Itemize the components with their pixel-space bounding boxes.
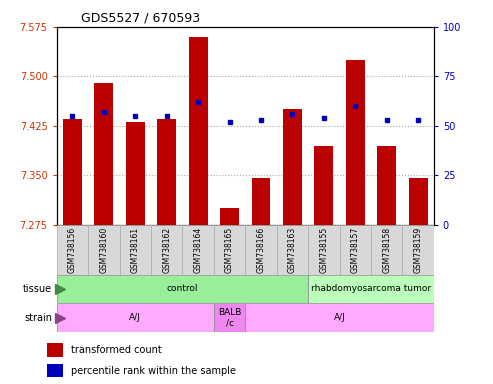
Bar bbox=[214, 225, 246, 275]
Text: strain: strain bbox=[24, 313, 52, 323]
Bar bbox=[157, 119, 176, 225]
Text: GSM738158: GSM738158 bbox=[382, 227, 391, 273]
Bar bbox=[119, 225, 151, 275]
Text: GSM738159: GSM738159 bbox=[414, 227, 423, 273]
Text: transformed count: transformed count bbox=[70, 345, 161, 355]
Bar bbox=[346, 60, 365, 225]
Text: GSM738157: GSM738157 bbox=[351, 227, 360, 273]
Text: GSM738160: GSM738160 bbox=[99, 227, 108, 273]
Text: GSM738161: GSM738161 bbox=[131, 227, 140, 273]
Bar bbox=[126, 122, 145, 225]
Text: GSM738166: GSM738166 bbox=[256, 227, 266, 273]
Text: GDS5527 / 670593: GDS5527 / 670593 bbox=[81, 12, 201, 25]
Text: rhabdomyosarcoma tumor: rhabdomyosarcoma tumor bbox=[311, 285, 431, 293]
Bar bbox=[182, 225, 214, 275]
Bar bbox=[377, 146, 396, 225]
Text: GSM738163: GSM738163 bbox=[288, 227, 297, 273]
Text: percentile rank within the sample: percentile rank within the sample bbox=[70, 366, 236, 376]
Bar bbox=[189, 37, 208, 225]
Bar bbox=[47, 343, 63, 357]
Text: GSM738164: GSM738164 bbox=[194, 227, 203, 273]
Bar bbox=[151, 225, 182, 275]
Bar bbox=[308, 275, 434, 303]
Bar bbox=[88, 225, 119, 275]
Bar bbox=[308, 225, 340, 275]
Text: GSM738156: GSM738156 bbox=[68, 227, 77, 273]
Bar bbox=[409, 179, 427, 225]
Bar bbox=[57, 225, 88, 275]
Text: BALB
/c: BALB /c bbox=[218, 308, 241, 328]
Bar bbox=[57, 303, 214, 332]
Text: GSM738162: GSM738162 bbox=[162, 227, 171, 273]
Bar bbox=[214, 303, 245, 332]
Bar bbox=[220, 208, 239, 225]
Text: GSM738155: GSM738155 bbox=[319, 227, 328, 273]
Bar bbox=[402, 225, 434, 275]
Bar bbox=[371, 225, 402, 275]
Text: A/J: A/J bbox=[129, 313, 141, 322]
Bar bbox=[57, 275, 308, 303]
Text: control: control bbox=[167, 285, 198, 293]
Text: GSM738165: GSM738165 bbox=[225, 227, 234, 273]
Bar bbox=[315, 146, 333, 225]
Bar bbox=[251, 179, 270, 225]
Bar bbox=[47, 364, 63, 377]
Bar bbox=[340, 225, 371, 275]
Text: tissue: tissue bbox=[23, 284, 52, 294]
Text: A/J: A/J bbox=[334, 313, 346, 322]
Bar bbox=[94, 83, 113, 225]
Bar bbox=[277, 225, 308, 275]
Bar bbox=[63, 119, 82, 225]
Bar bbox=[245, 303, 434, 332]
Bar bbox=[283, 109, 302, 225]
Bar bbox=[245, 225, 277, 275]
